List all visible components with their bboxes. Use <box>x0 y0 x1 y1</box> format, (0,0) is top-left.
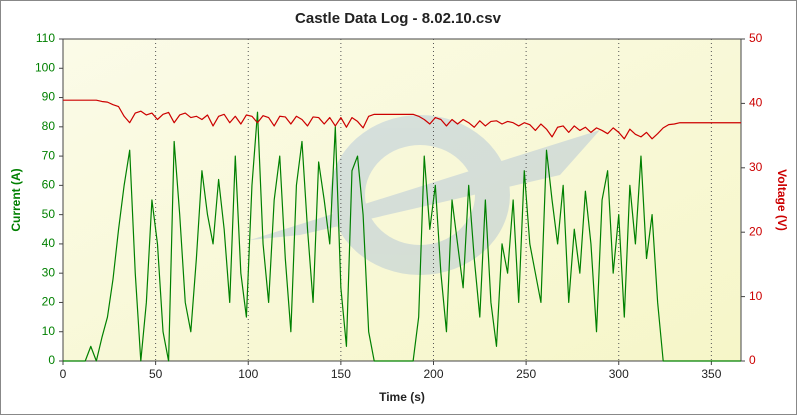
x-tick-label: 150 <box>331 367 351 381</box>
y-tick-label: 20 <box>42 295 56 309</box>
y-tick-label: 50 <box>42 207 56 221</box>
y-tick-label: 10 <box>42 324 56 338</box>
x-tick-label: 300 <box>609 367 629 381</box>
y2-tick-label: 30 <box>749 160 763 174</box>
x-tick-label: 50 <box>149 367 163 381</box>
y-tick-label: 100 <box>35 60 55 74</box>
y-tick-label: 70 <box>42 148 56 162</box>
y-tick-label: 60 <box>42 178 56 192</box>
series-line <box>63 111 741 362</box>
y-tick-label: 30 <box>42 265 56 279</box>
y-tick-label: 80 <box>42 119 56 133</box>
y2-tick-label: 0 <box>749 353 756 367</box>
series-line <box>63 99 741 140</box>
x-tick-label: 200 <box>423 367 443 381</box>
chart-title: Castle Data Log - 8.02.10.csv <box>295 10 502 27</box>
marks <box>63 99 741 362</box>
grid <box>59 38 745 365</box>
y2-tick-label: 20 <box>749 224 763 238</box>
x-tick-label: 0 <box>60 367 67 381</box>
y-tick-label: 110 <box>36 31 55 45</box>
y2-tick-label: 10 <box>749 289 763 303</box>
y-tick-label: 40 <box>42 236 56 250</box>
y2-tick-label: 40 <box>749 96 763 110</box>
y2-tick-label: 50 <box>749 31 763 45</box>
labels: 0 50 100 150 200 250 300 3500102030405060708090… <box>35 31 763 381</box>
y2-axis-title: Voltage (V) <box>775 169 789 231</box>
x-tick-label: 100 <box>238 367 258 381</box>
x-axis-title: Time (s) <box>379 390 425 404</box>
y-axis-title: Current (A) <box>9 168 23 231</box>
plot-area <box>62 38 742 362</box>
x-tick-label: 350 <box>701 367 721 381</box>
x-tick-label: 250 <box>516 367 536 381</box>
y-tick-label: 90 <box>42 90 56 104</box>
y-tick-label: 0 <box>48 353 55 367</box>
watermark <box>250 115 600 275</box>
